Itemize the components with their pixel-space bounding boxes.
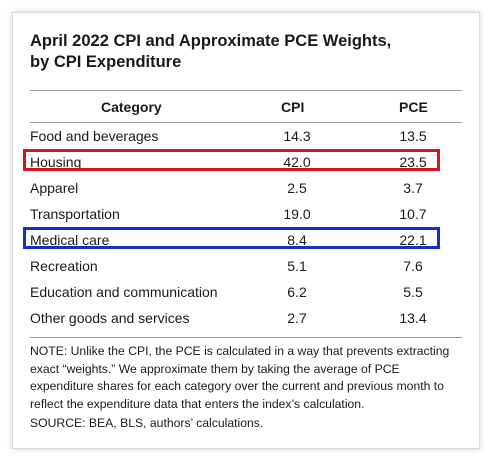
table-row: Education and communication 6.2 5.5 [13,279,479,305]
table-row: Food and beverages 14.3 13.5 [13,123,479,149]
row-pce: 13.4 [399,310,427,326]
column-header-cpi: CPI [281,99,305,115]
table-row: Transportation 19.0 10.7 [13,201,479,227]
row-pce: 10.7 [399,206,427,222]
title-line-2: by CPI Expenditure [30,53,182,71]
medical-care-highlight-box [23,227,440,249]
top-rule [30,90,462,91]
row-category: Apparel [30,180,79,196]
row-pce: 7.6 [403,258,423,274]
row-pce: 23.5 [399,154,427,170]
row-cpi: 2.5 [287,180,307,196]
table-title: April 2022 CPI and Approximate PCE Weigh… [30,31,470,73]
column-header-category: Category [101,99,162,115]
row-category: Housing [30,154,82,170]
housing-highlight-box [23,149,440,171]
title-line-1: April 2022 CPI and Approximate PCE Weigh… [30,32,392,50]
row-category: Education and communication [30,284,218,300]
row-category: Transportation [30,206,120,222]
table-source: SOURCE: BEA, BLS, authors’ calculations. [30,416,264,430]
row-cpi: 5.1 [287,258,307,274]
column-header-pce: PCE [399,99,428,115]
row-category: Recreation [30,258,98,274]
row-pce: 3.7 [403,180,423,196]
row-category: Food and beverages [30,128,159,144]
header-rule [30,122,462,123]
row-cpi: 19.0 [283,206,311,222]
table-row-housing: Housing 42.0 23.5 [13,149,479,175]
row-pce: 22.1 [399,232,427,248]
row-cpi: 6.2 [287,284,307,300]
bottom-rule [30,337,462,338]
table-row-medical-care: Medical care 8.4 22.1 [13,227,479,253]
table-row: Other goods and services 2.7 13.4 [13,305,479,331]
row-cpi: 42.0 [283,154,311,170]
row-pce: 5.5 [403,284,423,300]
table-note: NOTE: Unlike the CPI, the PCE is calcula… [30,344,450,411]
table-row: Apparel 2.5 3.7 [13,175,479,201]
row-category: Other goods and services [30,310,190,326]
row-cpi: 8.4 [287,232,307,248]
table-card: April 2022 CPI and Approximate PCE Weigh… [12,12,480,449]
row-pce: 13.5 [399,128,427,144]
row-cpi: 2.7 [287,310,307,326]
row-cpi: 14.3 [283,128,311,144]
row-category: Medical care [30,232,110,248]
table-row: Recreation 5.1 7.6 [13,253,479,279]
